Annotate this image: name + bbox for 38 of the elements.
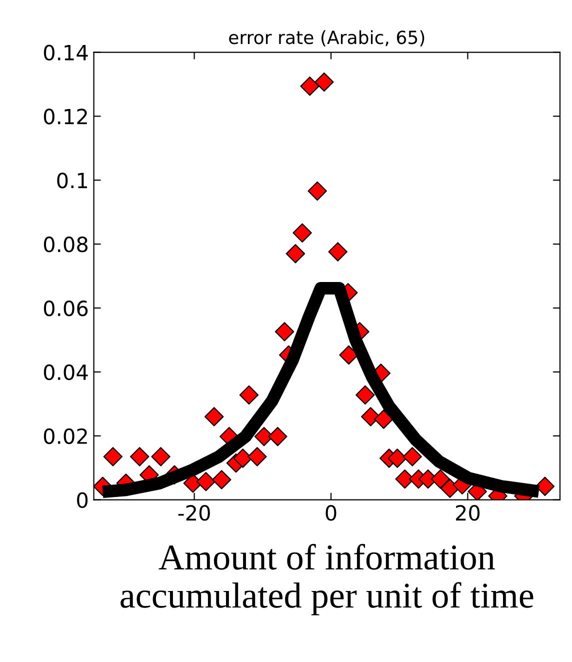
x-axis-title: Amount of information accumulated per unit of time — [120, 544, 534, 616]
x-tick-label: 0 — [326, 505, 336, 521]
x-tick-label: -20 — [178, 505, 210, 521]
point — [308, 181, 327, 201]
point — [388, 448, 407, 468]
point — [196, 472, 216, 492]
point — [440, 478, 460, 498]
point — [286, 244, 306, 264]
y-tick-label: 0.04 — [44, 364, 88, 380]
point — [239, 385, 259, 405]
y-tick-label: 0.06 — [44, 300, 88, 316]
point — [535, 476, 555, 496]
point — [233, 448, 252, 468]
y-tick-label: 0.14 — [44, 44, 88, 61]
y-tick-label: 0.08 — [44, 236, 88, 252]
point — [292, 223, 312, 243]
y-tick-label: 0.1 — [57, 172, 88, 188]
y-tick-label: 0 — [77, 492, 88, 508]
point — [314, 72, 334, 92]
point — [374, 410, 394, 429]
chart-title: error rate (Arabic, 65) — [229, 30, 424, 46]
y-tick-label: 0.12 — [44, 108, 87, 124]
point — [204, 407, 224, 426]
point — [356, 385, 375, 405]
point — [328, 242, 348, 262]
point — [268, 426, 288, 446]
point — [151, 447, 170, 466]
point — [430, 469, 450, 489]
point — [130, 447, 150, 466]
point — [339, 345, 358, 365]
point — [300, 76, 320, 96]
point — [212, 470, 232, 490]
point — [248, 447, 267, 466]
point — [274, 322, 294, 342]
x-tick-label: 20 — [456, 505, 480, 521]
y-tick-label: 0.02 — [44, 428, 87, 444]
point — [103, 447, 123, 466]
point — [402, 447, 422, 466]
